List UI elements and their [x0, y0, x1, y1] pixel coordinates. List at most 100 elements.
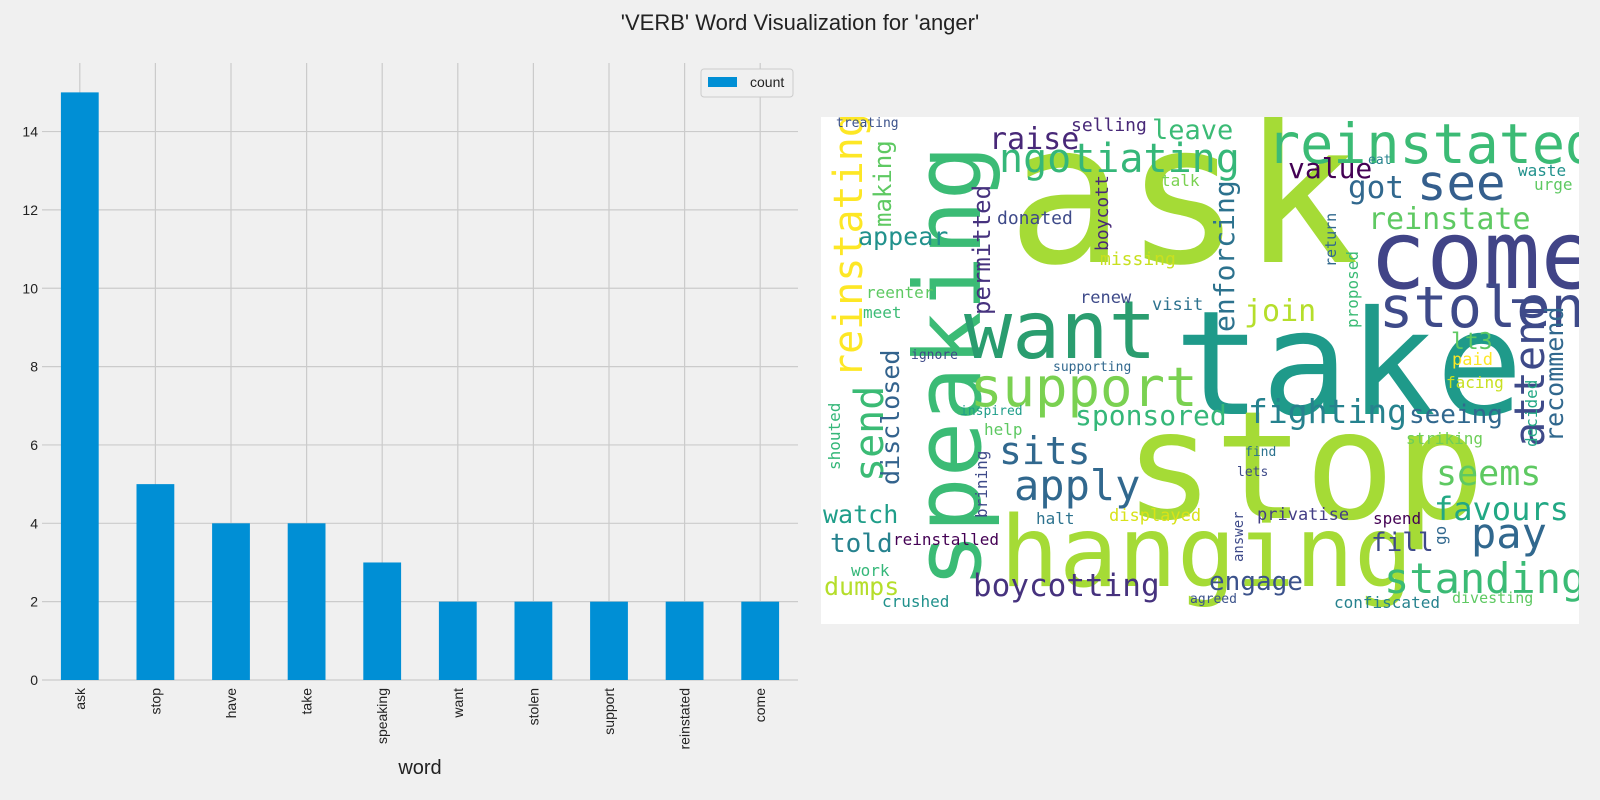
figure-title: 'VERB' Word Visualization for 'anger': [620, 10, 980, 35]
wordcloud-word: ngotiating: [999, 136, 1240, 182]
bar-chart: 0 2 4 6 8 10 12 14 ask stop have take speaking want s…: [22, 63, 798, 779]
wordcloud-word: fighting: [1248, 392, 1407, 431]
y-tick-label: 14: [22, 124, 38, 140]
wordcloud-word: missing: [1100, 249, 1176, 270]
wordcloud-word: lets: [1237, 465, 1269, 480]
wordcloud-word: raise: [989, 122, 1080, 157]
y-tick-label: 2: [30, 594, 38, 610]
y-tick-label: 0: [30, 672, 38, 688]
y-tick-label: 8: [30, 359, 38, 375]
wordcloud-word: brining: [972, 450, 991, 518]
wordcloud-word: donated: [997, 208, 1073, 229]
wordcloud-word: leave: [1152, 117, 1234, 146]
wordcloud-word: value: [1288, 152, 1373, 185]
wordcloud-word: paid: [1452, 350, 1493, 370]
wordcloud-word: come: [1369, 201, 1579, 311]
x-tick-label: take: [299, 688, 315, 715]
wordcloud-word: supporting: [1053, 360, 1132, 375]
x-tick-label: speaking: [374, 688, 390, 744]
wordcloud-word: return: [1322, 212, 1340, 267]
wordcloud-word: work: [851, 561, 890, 580]
wordcloud-word: seeing: [1409, 400, 1503, 430]
wordcloud-word: reinstalled: [893, 530, 999, 549]
wordcloud-word: engage: [1209, 567, 1303, 597]
wordcloud-word: answer: [1231, 511, 1247, 562]
wordcloud-word: reinstate: [1368, 202, 1531, 237]
wordcloud-word: reinstated: [1267, 117, 1579, 176]
x-tick-label: ask: [72, 687, 88, 710]
wordcloud-word: crushed: [882, 592, 950, 611]
wordcloud-word: spend: [1373, 509, 1422, 528]
legend-label: count: [750, 74, 784, 90]
wordcloud-word: divesting: [1452, 589, 1534, 607]
wordcloud-word: hanging: [1000, 496, 1414, 610]
bar-speaking: [363, 562, 402, 680]
wordcloud-word: permitted: [968, 184, 996, 315]
wordcloud-word: apply: [1014, 461, 1141, 510]
bar-want: [438, 601, 477, 680]
bar-have: [212, 523, 250, 680]
bar-take: [287, 523, 326, 680]
bar-reinstated: [665, 601, 704, 680]
wordcloud-word: recommend: [1540, 306, 1569, 442]
wordcloud-word: sits: [999, 429, 1091, 473]
wordcloud-word: confiscated: [1334, 593, 1440, 612]
wordcloud-word: pay: [1471, 509, 1547, 558]
x-tick-label: reinstated: [677, 688, 693, 749]
y-tick-label: 6: [30, 437, 38, 453]
wordcloud-word: standing: [1384, 554, 1579, 603]
wordcloud-word: appear: [858, 222, 949, 251]
wordcloud-word: waste: [1518, 161, 1567, 180]
wordcloud-word: eat: [1368, 153, 1392, 168]
wordcloud-word: told: [830, 529, 893, 559]
wordcloud-word: striking: [1406, 429, 1484, 448]
wordcloud-word: got: [1348, 170, 1404, 206]
wordcloud-word: urge: [1534, 175, 1573, 194]
wordcloud-word: reenter: [866, 283, 934, 302]
wordcloud-word: go: [1431, 525, 1450, 545]
wordcloud-word: proposed: [1343, 250, 1362, 328]
wordcloud-word: ask: [1007, 117, 1360, 308]
wordcloud-word: support: [970, 356, 1198, 419]
wordcloud-word: facing: [1446, 373, 1504, 392]
bar-come: [741, 601, 780, 680]
wordcloud-word: dumps: [824, 572, 900, 601]
wordcloud-word: stolen: [1379, 275, 1579, 341]
legend-swatch: [708, 77, 737, 87]
wordcloud-word: boycott: [1092, 175, 1113, 251]
bar-ask: [60, 92, 99, 680]
bar-stop: [136, 484, 175, 680]
wordcloud-word: halt: [1036, 509, 1075, 528]
x-tick-label: stop: [147, 688, 163, 715]
wordcloud-word: shouted: [825, 402, 844, 470]
x-tick-labels: ask stop have take speaking want stolen support…: [72, 687, 768, 749]
wordcloud-word: visit: [1152, 295, 1204, 315]
y-tick-label: 4: [30, 515, 38, 531]
bar-stolen: [514, 601, 553, 680]
wordcloud-word: take: [1174, 280, 1524, 449]
wordcloud-word: disclosed: [876, 349, 905, 485]
x-tick-label: stolen: [525, 688, 541, 725]
wordcloud-word: see: [1417, 155, 1506, 212]
x-axis-label: word: [397, 757, 441, 779]
wordcloud-word: boycotting: [973, 568, 1160, 604]
wordcloud-word: sponsored: [1075, 399, 1227, 432]
wordcloud-word: meet: [863, 303, 902, 322]
wordcloud-word: treating: [836, 117, 899, 131]
wordcloud-word: want: [964, 284, 1157, 377]
bar-support: [590, 601, 628, 680]
wordcloud-word: inspired: [960, 404, 1023, 419]
x-tick-label: come: [752, 688, 768, 722]
wordcloud-word: displayed: [1109, 506, 1202, 526]
wordcloud-word: ignore: [911, 348, 958, 363]
wordcloud-word: privatise: [1257, 505, 1350, 525]
y-tick-label: 10: [22, 280, 38, 296]
wordcloud-word: lt3: [1451, 329, 1493, 355]
wordcloud-word: renew: [1080, 288, 1132, 308]
wordcloud-word: find: [1245, 445, 1277, 460]
wordcloud-word: agreed: [1190, 592, 1237, 607]
wordcloud-word: enforcing: [1208, 180, 1241, 332]
wordcloud-word: talk: [1161, 171, 1200, 190]
wordcloud-word: seems: [1436, 454, 1542, 494]
wordcloud-panel: ask take stop speaking hanging come want stolen…: [821, 117, 1579, 624]
